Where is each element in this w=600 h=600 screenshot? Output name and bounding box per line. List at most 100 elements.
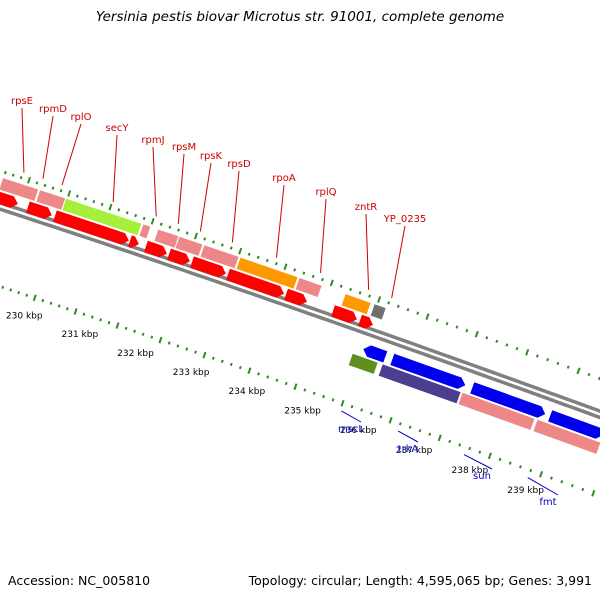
tick-mark-upper — [43, 183, 47, 188]
gene-label-rpsd: rpsD — [227, 159, 251, 170]
tick-mark-upper — [274, 261, 278, 266]
scale-label: 235 kbp — [284, 407, 321, 417]
leader-line — [61, 123, 82, 186]
leader-line — [42, 115, 54, 179]
tick-mark-upper — [445, 321, 449, 326]
tick-mark-upper — [168, 225, 172, 229]
gene-arrow — [144, 240, 167, 258]
backbone-strand-reverse — [0, 207, 600, 420]
tick-mark-upper — [150, 217, 155, 225]
tick-mark-upper — [177, 228, 180, 232]
tick-mark-lower — [428, 432, 432, 436]
tick-mark-upper — [387, 301, 391, 305]
tick-mark-upper — [3, 170, 7, 175]
gene-arrow — [53, 210, 129, 245]
tick-mark-upper — [505, 343, 509, 347]
tick-mark-lower — [25, 293, 29, 297]
tick-mark-upper — [159, 222, 163, 226]
tick-mark-lower — [360, 408, 364, 412]
tick-mark-upper — [435, 318, 439, 322]
tick-mark-upper — [416, 311, 420, 315]
tick-mark-upper — [349, 287, 353, 292]
tick-mark-lower — [437, 434, 442, 442]
leader-line — [365, 213, 370, 290]
tick-mark-lower — [398, 422, 402, 426]
tick-mark-upper — [465, 329, 469, 333]
gene-arrow — [226, 268, 284, 298]
tick-mark-lower — [73, 308, 78, 315]
tick-mark-upper — [142, 216, 146, 221]
leader-line — [152, 146, 157, 217]
tick-mark-lower — [158, 336, 163, 344]
gene-band — [348, 353, 378, 374]
tick-mark-upper — [556, 361, 560, 366]
gene-band — [36, 190, 66, 210]
tick-mark-lower — [293, 383, 298, 391]
tick-mark-lower — [220, 359, 224, 363]
tick-mark-upper — [27, 176, 31, 184]
tick-mark-lower — [508, 461, 512, 465]
tick-mark-lower — [519, 465, 522, 469]
gene-label-rpsk: rpsK — [200, 151, 223, 162]
gene-label-secy: secY — [106, 123, 130, 134]
gene-band — [458, 392, 535, 430]
gene-label-rpsm: rpsM — [172, 142, 196, 153]
gene-arrow — [284, 288, 307, 306]
tick-mark-lower — [82, 312, 86, 316]
tick-mark-upper — [396, 304, 400, 308]
gene-arrow — [128, 235, 139, 248]
gene-arrow — [331, 305, 357, 323]
gene-band — [341, 294, 371, 315]
tick-mark-lower — [312, 391, 316, 395]
gene-band — [0, 178, 39, 201]
tick-mark-lower — [115, 322, 120, 329]
tick-mark-upper — [293, 268, 297, 272]
tick-mark-lower — [331, 398, 335, 402]
gene-layer — [0, 178, 600, 454]
tick-mark-lower — [65, 307, 69, 311]
gene-label-mscl: mscL — [338, 424, 364, 435]
tick-mark-lower — [194, 350, 197, 354]
tick-mark-upper — [368, 294, 371, 298]
leader-line — [463, 454, 493, 470]
tick-mark-upper — [587, 372, 591, 377]
gene-band — [200, 245, 239, 269]
tick-mark-lower — [340, 399, 345, 407]
tick-mark-lower — [275, 378, 279, 382]
scale-label: 231 kbp — [62, 330, 99, 340]
tick-mark-lower — [350, 404, 354, 409]
gene-label-rplq: rplQ — [315, 187, 336, 198]
tick-mark-lower — [379, 415, 383, 419]
tick-mark-upper — [406, 308, 410, 312]
scale-label: 233 kbp — [173, 368, 210, 378]
gene-band — [533, 419, 600, 454]
tick-mark-lower — [478, 450, 482, 454]
map-title: Yersinia pestis biovar Microtus str. 910… — [95, 9, 505, 25]
tick-mark-lower — [167, 341, 171, 345]
tick-mark-upper — [19, 176, 23, 180]
tick-mark-upper — [256, 255, 260, 259]
gene-label-sun: sun — [473, 471, 491, 482]
tick-mark-upper — [329, 279, 334, 287]
scale-label: 234 kbp — [229, 387, 266, 397]
tick-mark-upper — [546, 358, 550, 362]
tick-layer — [1, 170, 600, 497]
tick-mark-lower — [408, 425, 412, 429]
accession-text: Accession: NC_005810 — [8, 573, 151, 588]
gene-arrow — [548, 410, 600, 439]
tick-mark-lower — [266, 375, 270, 379]
leader-line — [527, 477, 559, 496]
tick-mark-lower — [150, 335, 154, 339]
leader-line — [320, 198, 327, 274]
tick-mark-lower — [529, 468, 533, 473]
gene-arrow — [167, 248, 190, 266]
tick-mark-upper — [425, 313, 430, 320]
tick-mark-lower — [322, 394, 325, 399]
tick-mark-upper — [185, 231, 189, 235]
tick-mark-upper — [495, 339, 499, 344]
tick-mark-upper — [474, 330, 479, 338]
gene-band — [175, 236, 203, 256]
tick-mark-upper — [377, 296, 382, 303]
